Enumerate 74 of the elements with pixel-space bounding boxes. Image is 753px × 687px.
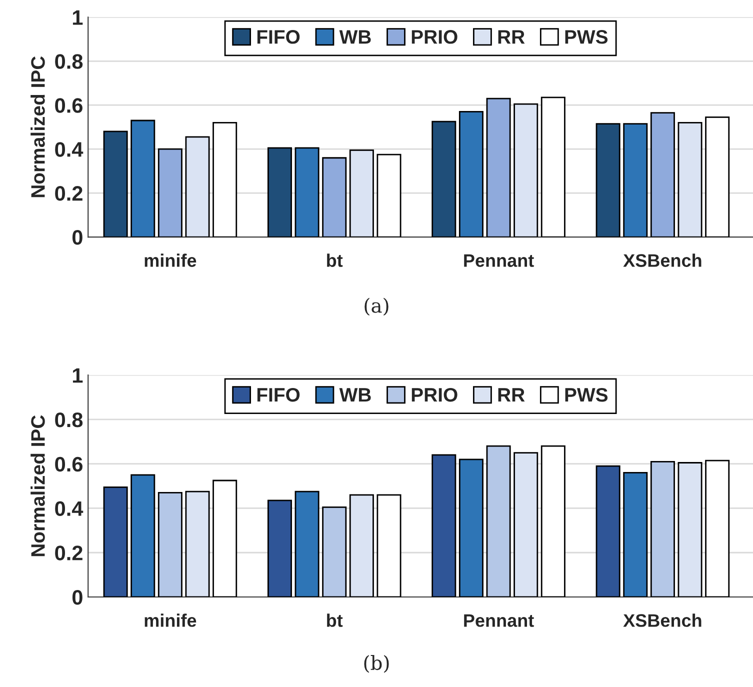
x-tick-label: bt [327, 254, 343, 267]
legend-label: RR [498, 388, 525, 402]
bar [514, 103, 538, 238]
bar [294, 147, 320, 238]
y-tick-label: 0 [72, 230, 82, 245]
bar [705, 460, 730, 598]
x-tick-label: bt [327, 614, 343, 627]
bar [678, 462, 702, 598]
bar [705, 116, 730, 238]
y-tick-label: 0.2 [55, 546, 82, 560]
y-tick-label: 0.4 [55, 501, 84, 516]
bar [650, 460, 675, 598]
bar [322, 506, 347, 598]
bar [432, 454, 456, 598]
legend-label: PRIO [412, 30, 458, 44]
y-axis-title: Normalized IPC [30, 56, 45, 198]
text: (a) [364, 298, 388, 316]
bar [349, 149, 374, 238]
bar [486, 445, 511, 598]
bar [158, 492, 182, 598]
text: (b) [364, 655, 389, 673]
legend-label: FIFO [257, 388, 300, 402]
bar [212, 480, 238, 598]
bar [376, 494, 402, 598]
bar [349, 494, 374, 598]
bar [486, 98, 511, 238]
bar [650, 112, 675, 238]
bar [103, 486, 128, 598]
bar [185, 490, 210, 598]
bar [267, 500, 292, 598]
bar [678, 122, 702, 238]
bar [596, 465, 620, 598]
bar [130, 474, 156, 598]
legend-label: PWS [565, 388, 608, 402]
bar [267, 147, 292, 238]
bar [458, 111, 484, 238]
bar [623, 123, 648, 238]
bar [212, 122, 238, 238]
y-tick-label: 0.8 [55, 412, 83, 428]
bar [376, 154, 402, 238]
legend-label: PWS [565, 30, 608, 44]
x-tick-label: Pennant [464, 254, 534, 267]
x-tick-label: minife [144, 614, 196, 627]
legend-label: RR [498, 30, 525, 44]
bar [623, 472, 648, 598]
bar [432, 120, 456, 238]
y-tick-label: 0.6 [55, 456, 82, 472]
x-tick-label: minife [144, 254, 196, 267]
y-tick-label: 0.2 [55, 186, 82, 201]
legend-label: WB [339, 388, 371, 402]
legend-label: WB [339, 30, 371, 44]
y-axis-title: Normalized IPC [30, 415, 45, 556]
bar [130, 120, 156, 238]
bar [458, 458, 484, 598]
y-tick-label: 0.6 [55, 98, 82, 113]
y-tick-label: 1 [72, 368, 83, 383]
legend-label: FIFO [257, 30, 300, 44]
bar [103, 130, 128, 238]
bar [322, 157, 347, 238]
x-tick-label: XSBench [623, 254, 702, 267]
bar [514, 452, 538, 598]
y-tick-label: 0.4 [55, 142, 84, 157]
bar [185, 136, 210, 238]
bar [540, 445, 566, 598]
y-tick-label: 0.8 [55, 54, 83, 69]
bar [294, 490, 320, 598]
x-tick-label: Pennant [464, 614, 534, 627]
bar [158, 148, 182, 238]
bar [596, 123, 620, 238]
x-tick-label: XSBench [623, 614, 702, 627]
legend-label: PRIO [412, 388, 458, 402]
y-tick-label: 1 [72, 10, 83, 25]
bar [540, 96, 566, 238]
y-tick-label: 0 [72, 590, 82, 605]
